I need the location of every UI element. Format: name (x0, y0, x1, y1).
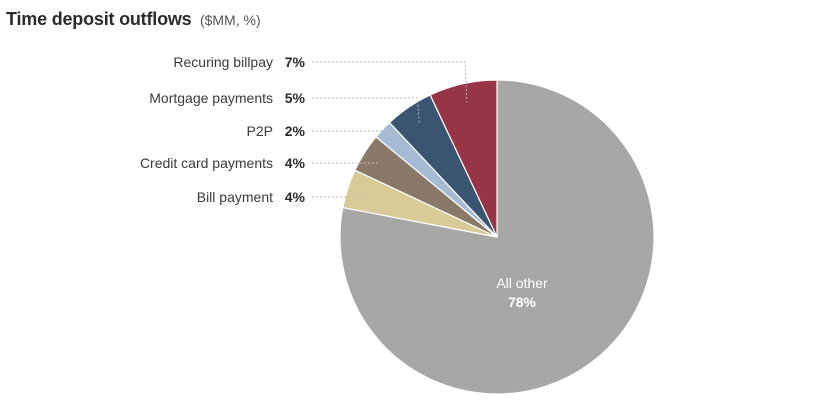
slice-value-label-credit-card-payments: 4% (285, 155, 306, 171)
leader-line-bill-payment (312, 194, 367, 198)
slice-value-label-mortgage-payments: 5% (285, 90, 306, 106)
slice-value-label-recuring-billpay: 7% (285, 54, 306, 70)
leader-line-recuring-billpay (312, 61, 468, 103)
slice-category-label-recuring-billpay: Recuring billpay (173, 54, 273, 70)
chart-subtitle: ($MM, %) (199, 12, 261, 28)
slice-category-label-credit-card-payments: Credit card payments (140, 155, 273, 171)
pie-slice-recuring-billpay (429, 79, 498, 238)
slice-category-label-bill-payment: Bill payment (197, 189, 273, 205)
pie-slices (339, 79, 655, 395)
slice-labels: 7% Recuring billpay 5% Mortgage payments 2% P… (140, 54, 548, 310)
pie-slice-all-other (339, 79, 655, 395)
leader-lines (312, 61, 468, 198)
chart-title-row: Time deposit outflows ($MM, %) (6, 9, 261, 30)
slice-category-label-all-other: All other (496, 275, 548, 291)
leader-line-mortgage-payments (312, 97, 420, 123)
slice-category-label-p2p: P2P (247, 123, 273, 139)
slice-value-label-all-other: 78% (508, 294, 537, 310)
slice-category-label-mortgage-payments: Mortgage payments (149, 90, 273, 106)
slice-value-label-p2p: 2% (285, 123, 306, 139)
chart-title: Time deposit outflows (6, 9, 192, 29)
slice-value-label-bill-payment: 4% (285, 189, 306, 205)
